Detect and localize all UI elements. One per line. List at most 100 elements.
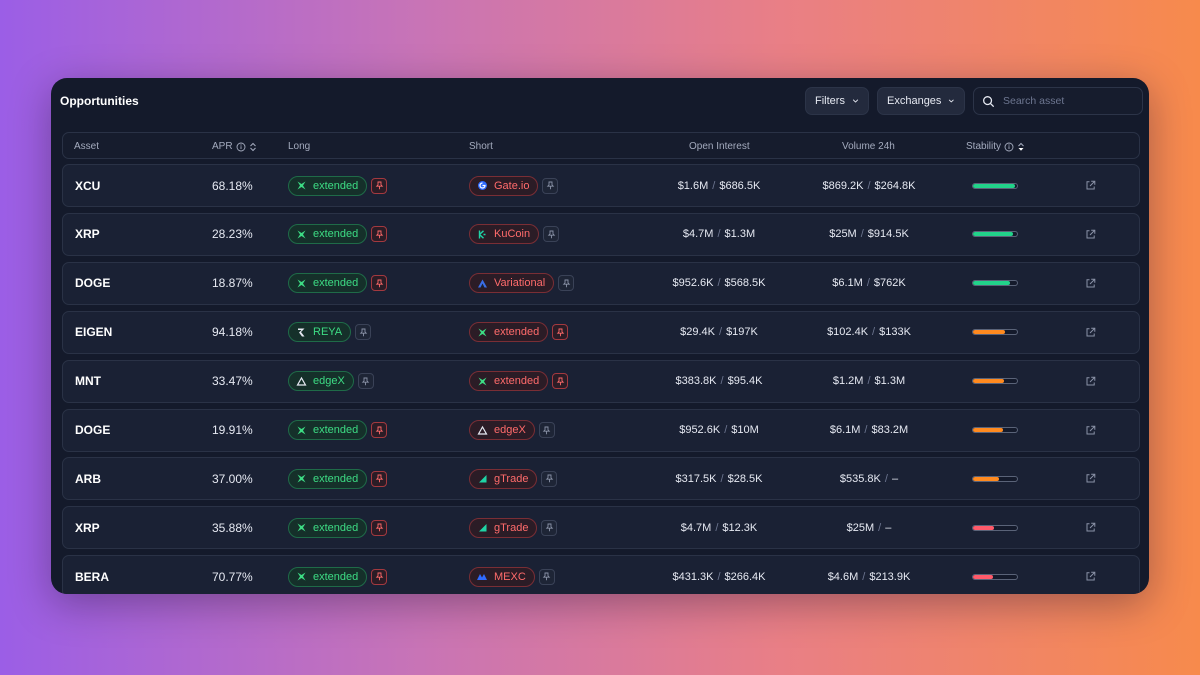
table-row[interactable]: XCU 68.18% extended Gate.io $1.6M / $686.5… [62,164,1140,207]
pin-icon[interactable] [371,470,388,487]
reya-icon [295,326,307,338]
vol-long: $25M [829,228,857,241]
external-link-icon[interactable] [1085,522,1096,533]
long-exchange-pill[interactable]: REYA [288,322,352,343]
long-exchange-pill[interactable]: extended [288,175,368,196]
filters-button[interactable]: Filters [805,87,869,115]
separator: / [715,521,719,534]
short-exchange-pill[interactable]: MEXC [469,566,535,587]
long-exchange: REYA [288,312,372,353]
external-link-icon[interactable] [1085,425,1096,436]
pin-icon[interactable] [371,519,388,536]
separator: / [720,375,724,388]
short-exchange-pill[interactable]: Gate.io [469,175,539,196]
long-exchange-name: extended [313,179,359,192]
separator: / [884,472,888,485]
stability-fill [973,428,1003,432]
col-volume[interactable]: Volume 24h [842,141,895,152]
long-exchange-pill[interactable]: extended [288,420,368,440]
pin-icon[interactable] [538,568,555,585]
pin-icon[interactable] [371,275,388,292]
external-link-icon[interactable] [1085,376,1096,387]
exchanges-button[interactable]: Exchanges [877,87,965,115]
external-link[interactable] [1085,507,1096,548]
pin-icon[interactable] [357,373,374,390]
oi-short: $1.3M [724,228,756,241]
short-exchange-pill[interactable]: extended [469,371,549,392]
short-exchange-pill[interactable]: KuCoin [469,224,540,245]
external-link[interactable] [1085,458,1096,499]
table-row[interactable]: DOGE 19.91% extended edgeX $952.6K / $10M … [62,408,1140,452]
external-link-icon[interactable] [1085,180,1096,191]
short-exchange-pill[interactable]: Variational [469,273,555,294]
open-interest: $29.4K / $197K [629,312,809,353]
pin-icon[interactable] [558,275,575,292]
short-exchange-pill[interactable]: extended [469,322,549,343]
external-link-icon[interactable] [1085,278,1096,289]
table-row[interactable]: ARB 37.00% extended gTrade $317.5K / $28.5… [62,457,1140,501]
info-icon[interactable] [1004,142,1014,152]
long-exchange-pill[interactable]: edgeX [288,371,354,392]
kucoin-icon [476,228,488,240]
short-exchange-pill[interactable]: gTrade [469,517,538,538]
long-exchange-pill[interactable]: extended [288,566,368,587]
open-interest: $383.8K / $95.4K [629,361,809,402]
pin-icon[interactable] [541,519,558,536]
short-exchange-pill[interactable]: gTrade [469,468,538,489]
short-exchange-name: Gate.io [494,179,530,192]
short-exchange: extended [469,361,569,402]
col-stability[interactable]: Stability [966,141,1025,152]
short-exchange-name: edgeX [494,424,526,436]
col-apr[interactable]: APR [212,141,257,152]
stability-bar [972,573,1018,580]
pin-icon[interactable] [371,177,388,194]
apr-value: 35.88% [212,520,253,535]
external-link-icon[interactable] [1085,327,1096,338]
table-row[interactable]: EIGEN 94.18% REYA extended $29.4K / $197K … [62,310,1140,354]
long-exchange-pill[interactable]: extended [288,273,368,294]
col-open-interest[interactable]: Open Interest [689,141,750,152]
pin-icon[interactable] [541,470,558,487]
short-exchange-pill[interactable]: edgeX [469,420,535,440]
vol-short: $133K [879,326,911,339]
separator: / [866,277,870,290]
col-asset[interactable]: Asset [74,141,99,152]
pin-icon[interactable] [371,568,388,585]
external-link[interactable] [1085,214,1096,255]
table-row[interactable]: MNT 33.47% edgeX extended $383.8K / $95.4K… [62,359,1140,403]
pin-icon[interactable] [552,373,569,390]
table-row[interactable]: XRP 28.23% extended KuCoin $4.7M / $1.3M $… [62,212,1140,256]
mexc-icon [476,571,488,583]
sort-desc-icon[interactable] [1017,142,1025,152]
short-exchange: MEXC [469,556,555,594]
external-link-icon[interactable] [1085,229,1096,240]
table-row[interactable]: DOGE 18.87% extended Variational $952.6K… [62,261,1140,305]
volume-24h: $102.4K / $133K [779,312,959,353]
external-link[interactable] [1085,312,1096,353]
external-link[interactable] [1085,361,1096,402]
search-input[interactable] [1003,95,1133,107]
pin-icon[interactable] [542,177,559,194]
pin-icon[interactable] [371,226,388,243]
pin-icon[interactable] [538,422,555,438]
long-exchange-pill[interactable]: extended [288,468,368,489]
external-link[interactable] [1085,410,1096,451]
pin-icon[interactable] [371,422,388,438]
external-link-icon[interactable] [1085,473,1096,484]
table-row[interactable]: BERA 70.77% extended MEXC $431.3K / $266.4… [62,555,1140,594]
table-row[interactable]: XRP 35.88% extended gTrade $4.7M / $12.3K … [62,506,1140,550]
apr-value: 28.23% [212,227,253,242]
long-exchange-pill[interactable]: extended [288,224,368,245]
sort-icon[interactable] [249,142,257,152]
info-icon[interactable] [236,142,246,152]
external-link-icon[interactable] [1085,571,1096,582]
external-link[interactable] [1085,556,1096,594]
exchanges-label: Exchanges [887,95,942,107]
long-exchange-pill[interactable]: extended [288,517,368,538]
pin-icon[interactable] [355,324,372,341]
pin-icon[interactable] [552,324,569,341]
external-link[interactable] [1085,263,1096,304]
oi-short: $28.5K [727,472,763,485]
external-link[interactable] [1085,165,1096,206]
pin-icon[interactable] [543,226,560,243]
